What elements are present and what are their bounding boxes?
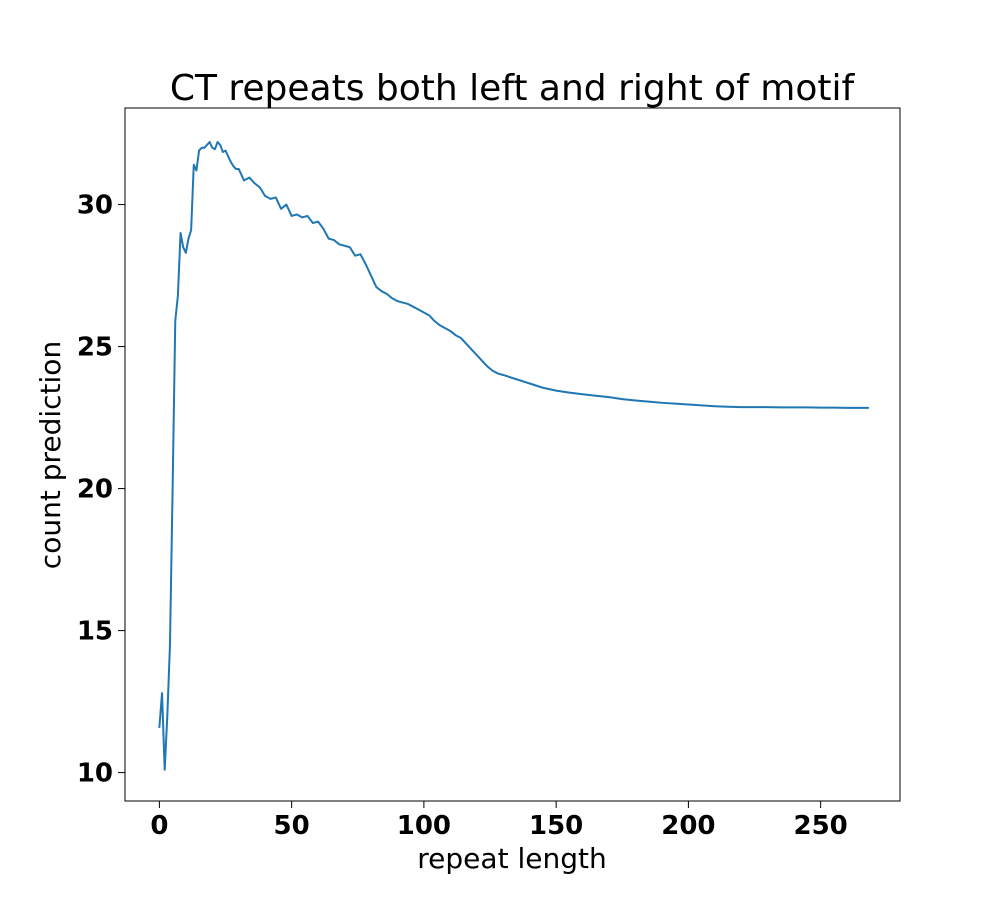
x-tick-label: 200 — [661, 811, 715, 841]
plot-area-frame — [124, 107, 901, 802]
y-tick-label: 15 — [77, 617, 113, 647]
y-axis: 10 15 20 25 30 — [77, 191, 125, 789]
x-tick-label: 250 — [794, 811, 848, 841]
y-tick-label: 10 — [77, 759, 113, 789]
x-tick-label: 150 — [529, 811, 583, 841]
x-axis-label: repeat length — [417, 842, 606, 875]
y-tick-label: 30 — [77, 191, 113, 221]
chart-title: CT repeats both left and right of motif — [170, 68, 856, 109]
y-tick-label: 20 — [77, 475, 113, 505]
y-tick-label: 25 — [77, 333, 113, 363]
x-tick-label: 50 — [274, 811, 310, 841]
y-axis-label: count prediction — [34, 341, 67, 569]
x-axis: 0 50 100 150 200 250 — [150, 801, 848, 841]
series-layer — [158, 141, 870, 771]
x-tick-label: 0 — [150, 811, 168, 841]
x-tick-label: 100 — [397, 811, 451, 841]
series-line — [158, 141, 870, 771]
